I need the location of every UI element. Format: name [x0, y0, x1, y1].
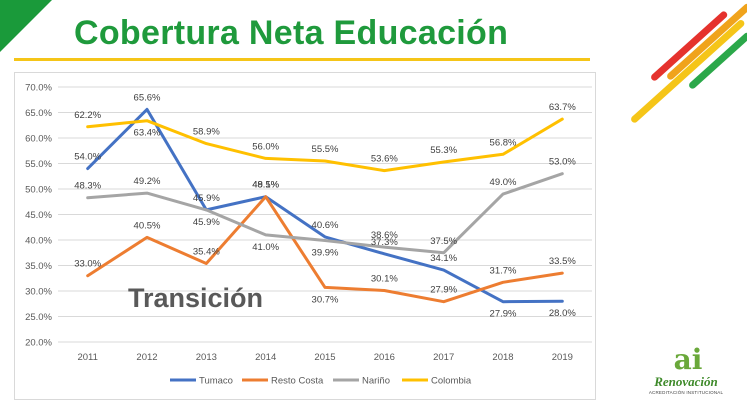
data-label: 38.6%: [371, 230, 398, 241]
legend-label: Tumaco: [199, 376, 233, 387]
data-label: 30.7%: [312, 294, 339, 305]
data-label: 58.9%: [193, 127, 220, 138]
data-label: 45.9%: [193, 193, 220, 204]
x-tick-label: 2016: [374, 352, 395, 363]
data-label: 27.9%: [430, 285, 457, 296]
y-tick-label: 65.0%: [25, 108, 52, 119]
y-tick-label: 50.0%: [25, 185, 52, 196]
y-tick-label: 70.0%: [25, 83, 52, 94]
data-label: 63.4%: [134, 128, 161, 139]
logo-wordmark: Renovación: [654, 374, 718, 389]
data-label: 30.1%: [371, 273, 398, 284]
x-tick-label: 2013: [196, 352, 217, 363]
y-tick-label: 35.0%: [25, 261, 52, 272]
data-label: 28.0%: [549, 308, 576, 319]
x-tick-label: 2014: [255, 352, 276, 363]
legend-label: Nariño: [362, 376, 390, 387]
data-label: 48.3%: [74, 181, 101, 192]
series-line-colombia: [86, 117, 564, 173]
data-label: 53.6%: [371, 154, 398, 165]
data-label: 49.0%: [490, 177, 517, 188]
data-label: 48.5%: [252, 180, 279, 191]
data-label: 54.0%: [74, 152, 101, 163]
corner-decoration: [0, 0, 52, 52]
data-label: 27.9%: [490, 309, 517, 320]
series-line-nari-o: [86, 172, 564, 255]
data-label: 55.5%: [312, 144, 339, 155]
y-tick-label: 60.0%: [25, 134, 52, 145]
series-line-tumaco: [86, 107, 564, 304]
x-tick-label: 2017: [433, 352, 454, 363]
x-tick-label: 2019: [552, 352, 573, 363]
y-tick-label: 25.0%: [25, 312, 52, 323]
renovacion-logo: ai Renovación ACREDITACIÓN INSTITUCIONAL: [646, 346, 726, 416]
data-label: 33.0%: [74, 259, 101, 270]
y-tick-label: 55.0%: [25, 159, 52, 170]
data-label: 53.0%: [549, 157, 576, 168]
data-label: 40.6%: [312, 220, 339, 231]
data-label: 34.1%: [430, 253, 457, 264]
data-label: 37.3%: [371, 237, 398, 248]
data-label: 45.9%: [193, 217, 220, 228]
data-label: 49.2%: [134, 176, 161, 187]
y-tick-label: 45.0%: [25, 210, 52, 221]
data-label: 39.9%: [312, 248, 339, 259]
title-underline: [14, 58, 590, 61]
legend-label: Colombia: [431, 376, 472, 387]
data-label: 35.4%: [193, 246, 220, 257]
page-title: Cobertura Neta Educación: [74, 14, 509, 52]
y-tick-label: 30.0%: [25, 287, 52, 298]
data-label: 56.0%: [252, 141, 279, 152]
data-label: 37.5%: [430, 236, 457, 247]
data-label: 31.7%: [490, 265, 517, 276]
x-tick-label: 2012: [136, 352, 157, 363]
data-label: 33.5%: [549, 256, 576, 267]
legend-label: Resto Costa: [271, 376, 324, 387]
y-tick-label: 40.0%: [25, 236, 52, 247]
x-tick-label: 2018: [492, 352, 513, 363]
data-label: 62.2%: [74, 110, 101, 121]
x-tick-label: 2011: [77, 352, 97, 363]
data-label: 63.7%: [549, 102, 576, 113]
data-label: 40.5%: [134, 220, 161, 231]
y-tick-label: 20.0%: [25, 338, 52, 349]
chart-annotation: Transición: [128, 283, 264, 313]
logo-subtitle: ACREDITACIÓN INSTITUCIONAL: [648, 390, 724, 395]
data-label: 41.0%: [252, 242, 279, 253]
x-tick-label: 2015: [314, 352, 335, 363]
chart-frame: [14, 72, 596, 400]
series-line-resto-costa: [86, 195, 564, 304]
data-label: 65.6%: [134, 92, 161, 103]
data-label: 55.3%: [430, 145, 457, 156]
logo-mark: ai: [673, 343, 703, 376]
data-label: 49.1%: [252, 180, 279, 191]
data-label: 56.8%: [490, 137, 517, 148]
